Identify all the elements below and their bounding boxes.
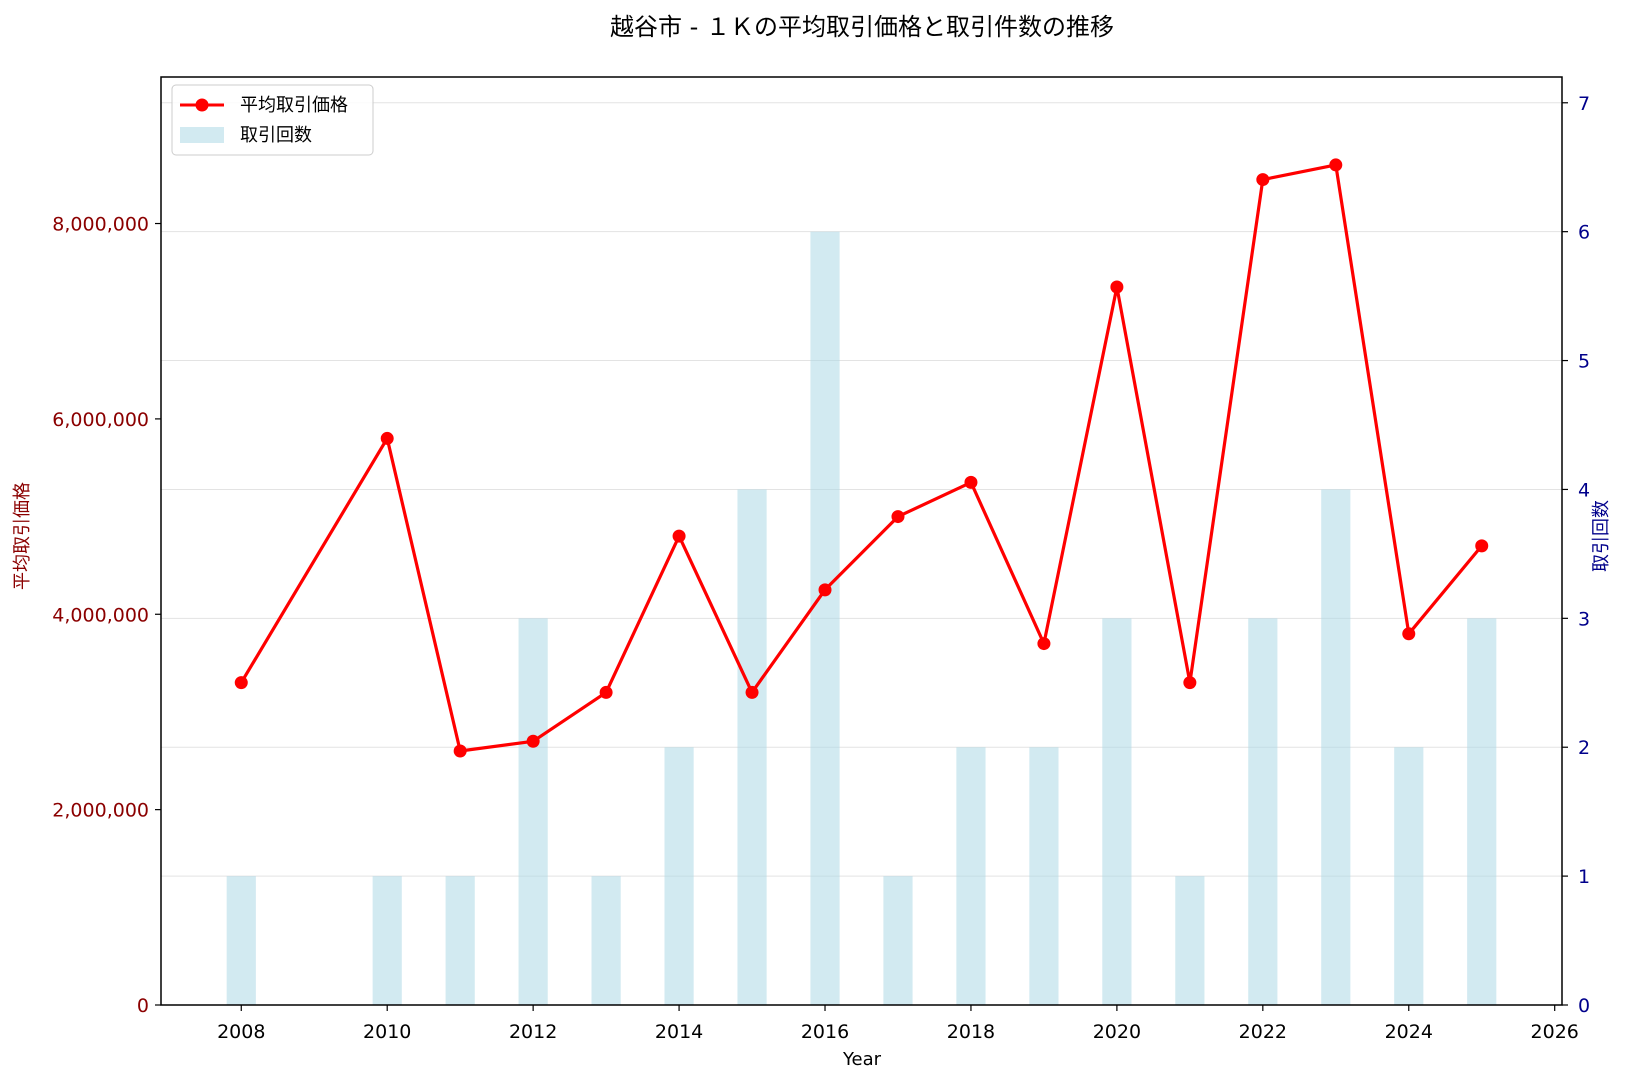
bar xyxy=(226,876,256,1005)
bar xyxy=(1467,618,1497,1005)
price-point xyxy=(234,676,248,690)
y-right-tick-label: 0 xyxy=(1578,995,1590,1017)
y-right-tick-label: 6 xyxy=(1578,222,1590,244)
x-tick-label: 2018 xyxy=(947,1021,995,1043)
x-tick-label: 2010 xyxy=(363,1021,411,1043)
y-left-tick-label: 0 xyxy=(137,995,149,1017)
bar xyxy=(883,876,913,1005)
x-axis-label: Year xyxy=(842,1049,882,1070)
legend-marker-swatch xyxy=(195,98,209,112)
bar xyxy=(518,618,548,1005)
bar xyxy=(1248,618,1278,1005)
y-right-tick-label: 5 xyxy=(1578,351,1590,373)
x-tick-label: 2024 xyxy=(1385,1021,1433,1043)
bar xyxy=(372,876,402,1005)
legend-bar-swatch xyxy=(180,127,224,143)
bar xyxy=(810,231,840,1005)
price-point xyxy=(380,431,394,445)
price-point xyxy=(599,685,613,699)
bar xyxy=(1029,747,1059,1005)
x-tick-label: 2026 xyxy=(1531,1021,1579,1043)
x-tick-label: 2020 xyxy=(1093,1021,1141,1043)
y-right-tick-label: 3 xyxy=(1578,608,1590,630)
y-axis-right-label: 取引回数 xyxy=(1591,500,1612,572)
y-right-tick-label: 1 xyxy=(1578,866,1590,888)
price-point xyxy=(1329,158,1343,172)
chart-title: 越谷市 - １Ｋの平均取引価格と取引件数の推移 xyxy=(610,13,1114,41)
price-point xyxy=(1475,539,1489,553)
price-point xyxy=(1402,627,1416,641)
price-point xyxy=(1110,280,1124,294)
bar xyxy=(591,876,621,1005)
x-tick-label: 2014 xyxy=(655,1021,703,1043)
price-point xyxy=(1183,676,1197,690)
price-point xyxy=(891,510,905,524)
bar xyxy=(956,747,986,1005)
bar xyxy=(737,489,767,1005)
legend-bar-label: 取引回数 xyxy=(240,125,312,146)
y-left-tick-label: 8,000,000 xyxy=(52,214,149,236)
x-tick-label: 2012 xyxy=(509,1021,557,1043)
bar xyxy=(1321,489,1351,1005)
legend: 平均取引価格 取引回数 xyxy=(171,84,374,156)
y-left-tick-label: 4,000,000 xyxy=(52,604,149,626)
y-axis-left-label: 平均取引価格 xyxy=(12,482,33,590)
legend-line-label: 平均取引価格 xyxy=(240,95,348,116)
price-point xyxy=(453,744,467,758)
price-point xyxy=(526,734,540,748)
y-right-tick-label: 2 xyxy=(1578,737,1590,759)
bar xyxy=(1175,876,1205,1005)
price-point xyxy=(1256,173,1270,187)
x-tick-label: 2008 xyxy=(217,1021,265,1043)
price-point xyxy=(745,685,759,699)
y-right-tick-label: 7 xyxy=(1578,93,1590,115)
y-left-tick-label: 2,000,000 xyxy=(52,800,149,822)
x-tick-label: 2016 xyxy=(801,1021,849,1043)
x-tick-label: 2022 xyxy=(1239,1021,1287,1043)
bar xyxy=(664,747,694,1005)
bar xyxy=(445,876,475,1005)
price-point xyxy=(672,529,686,543)
axes-layer: 2008 2010 2012 2014 2016 2018 2020 2022 2024 2026… xyxy=(52,76,1590,1043)
price-point xyxy=(818,583,832,597)
bar xyxy=(1102,618,1132,1005)
price-point xyxy=(1037,637,1051,651)
y-left-tick-label: 6,000,000 xyxy=(52,409,149,431)
y-right-tick-label: 4 xyxy=(1578,479,1590,501)
line-layer xyxy=(234,158,1489,758)
plot-frame xyxy=(160,76,1563,1006)
price-point xyxy=(964,475,978,489)
price-line xyxy=(239,163,1483,753)
bar xyxy=(1394,747,1424,1005)
bars-layer xyxy=(226,231,1497,1005)
